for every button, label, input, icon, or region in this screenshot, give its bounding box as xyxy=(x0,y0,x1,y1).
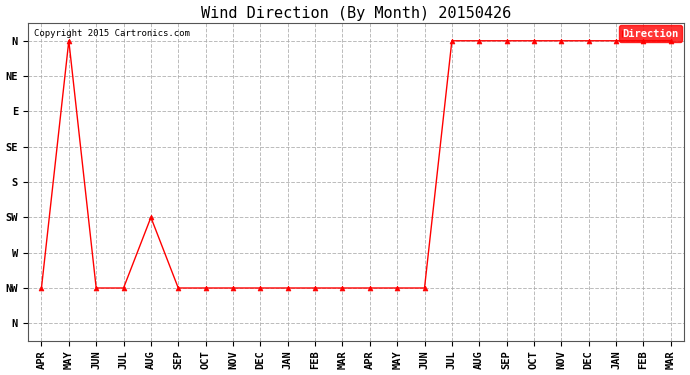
Title: Wind Direction (By Month) 20150426: Wind Direction (By Month) 20150426 xyxy=(201,6,511,21)
Text: Copyright 2015 Cartronics.com: Copyright 2015 Cartronics.com xyxy=(34,30,190,39)
Legend: Direction: Direction xyxy=(619,25,682,42)
